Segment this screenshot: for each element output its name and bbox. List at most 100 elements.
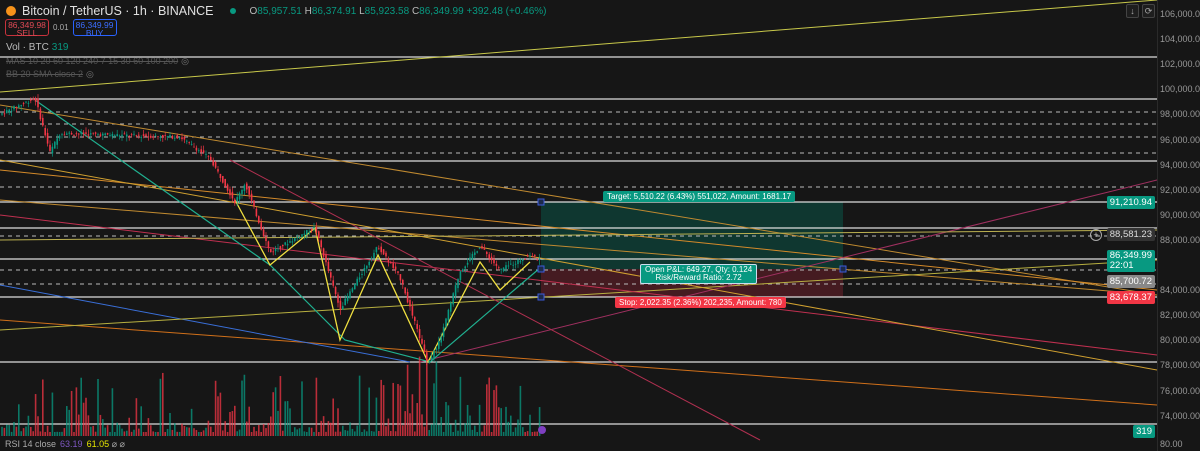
candle bbox=[289, 241, 291, 243]
candle bbox=[226, 184, 229, 191]
candle bbox=[58, 135, 61, 139]
volume-bar bbox=[363, 429, 366, 436]
volume-bar bbox=[1, 426, 3, 436]
price-chart[interactable] bbox=[0, 0, 1157, 451]
volume-bar bbox=[315, 377, 318, 436]
volume-bar bbox=[375, 397, 378, 436]
bar-countdown: 22:01 bbox=[1109, 260, 1134, 271]
volume-bar bbox=[142, 431, 145, 436]
reset-icon[interactable]: ⟳ bbox=[1142, 4, 1155, 18]
candle bbox=[90, 133, 92, 135]
candle bbox=[361, 274, 363, 275]
sell-price: 86,349.98 bbox=[8, 20, 46, 30]
hidden-eye-icon[interactable]: ◎ bbox=[181, 56, 190, 66]
bb-legend[interactable]: BB 20 SMA close 2 ◎ bbox=[6, 69, 94, 80]
candle bbox=[164, 135, 166, 136]
volume-bar bbox=[166, 428, 169, 436]
candle bbox=[190, 144, 193, 145]
sell-button[interactable]: 86,349.98 SELL bbox=[5, 19, 49, 37]
candle bbox=[205, 153, 207, 155]
candle bbox=[248, 187, 250, 195]
volume-bar bbox=[27, 415, 30, 436]
rsi-legend[interactable]: RSI 14 close 63.19 61.05 ⌀ ⌀ bbox=[5, 439, 125, 450]
hidden-eye-icon[interactable]: ◎ bbox=[86, 69, 94, 79]
candle bbox=[351, 288, 354, 292]
candle bbox=[46, 132, 49, 144]
volume-bar bbox=[186, 427, 188, 436]
volume-bar bbox=[169, 413, 171, 436]
volume-bar bbox=[90, 426, 92, 436]
candle bbox=[85, 132, 87, 134]
volume-bar bbox=[382, 385, 385, 436]
candle bbox=[171, 135, 174, 139]
rsi-axis-tick: 80.00 bbox=[1160, 439, 1183, 449]
price-axis[interactable] bbox=[1157, 0, 1200, 451]
volume-bar bbox=[380, 379, 382, 436]
candle bbox=[51, 146, 54, 154]
candle bbox=[368, 261, 370, 266]
price-tick: 92,000.00 bbox=[1160, 184, 1200, 195]
volume-bar bbox=[526, 431, 529, 436]
volume-bar bbox=[121, 428, 123, 436]
candle bbox=[217, 169, 219, 172]
candle bbox=[1, 113, 3, 115]
ma-legend[interactable]: MAS 10 20 60 120 240 7 15 30 60 100 200 ◎ bbox=[6, 56, 189, 67]
candle bbox=[495, 263, 498, 266]
candle bbox=[279, 246, 282, 249]
volume-bar bbox=[301, 381, 303, 436]
candle bbox=[397, 271, 399, 273]
candle bbox=[531, 256, 534, 258]
scroll-to-latest-icon[interactable]: ↓ bbox=[1126, 4, 1139, 18]
candle bbox=[255, 208, 258, 217]
candle bbox=[128, 135, 130, 137]
candle bbox=[63, 134, 66, 136]
rsi-settings-icon[interactable]: ⌀ ⌀ bbox=[111, 439, 125, 449]
candle bbox=[37, 98, 39, 108]
volume-bar bbox=[531, 431, 534, 436]
candle bbox=[106, 133, 109, 135]
price-tick: 76,000.00 bbox=[1160, 385, 1200, 396]
candle bbox=[20, 105, 22, 107]
volume-bar bbox=[356, 425, 358, 436]
candle bbox=[222, 176, 224, 183]
volume-bar bbox=[310, 427, 313, 436]
candle bbox=[322, 248, 325, 257]
pnl-label[interactable]: Open P&L: 649.27, Qty: 0.124 Risk/Reward … bbox=[640, 264, 758, 284]
candle bbox=[135, 135, 138, 137]
candle bbox=[450, 302, 452, 312]
position-handle bbox=[839, 265, 847, 273]
candle bbox=[522, 259, 524, 261]
candle bbox=[214, 162, 217, 168]
target-label[interactable]: Target: 5,510.22 (6.43%) 551,022, Amount… bbox=[603, 191, 796, 202]
volume-bar bbox=[366, 431, 368, 436]
low-value: 85,923.58 bbox=[364, 5, 410, 17]
trend-line bbox=[229, 159, 761, 441]
price-tick: 96,000.00 bbox=[1160, 134, 1200, 145]
volume-bar bbox=[507, 421, 510, 436]
candle bbox=[435, 348, 438, 350]
buy-button[interactable]: 86,349.99 BUY bbox=[72, 19, 117, 37]
volume-bar bbox=[373, 431, 375, 436]
volume-bar bbox=[3, 427, 6, 436]
volume-bar bbox=[44, 431, 46, 436]
price-tick: 90,000.00 bbox=[1160, 209, 1200, 220]
add-alert-icon[interactable]: + bbox=[1090, 229, 1102, 241]
volume-bar bbox=[109, 431, 111, 436]
volume-bar bbox=[406, 364, 409, 436]
candle bbox=[303, 233, 306, 236]
candle bbox=[308, 232, 310, 233]
symbol-title[interactable]: Bitcoin / TetherUS · 1h · BINANCE bbox=[22, 4, 214, 18]
stop-label[interactable]: Stop: 2,022.35 (2.36%) 202,235, Amount: … bbox=[615, 297, 786, 308]
candle bbox=[66, 133, 68, 135]
volume-bar bbox=[514, 427, 517, 436]
volume-bar bbox=[483, 425, 486, 436]
volume-bar bbox=[13, 422, 15, 436]
volume-bar bbox=[54, 431, 56, 436]
volume-bar bbox=[138, 428, 140, 436]
candle bbox=[212, 160, 214, 166]
candle bbox=[138, 134, 140, 136]
volume-bar bbox=[116, 422, 118, 436]
candle bbox=[118, 135, 121, 137]
volume-legend[interactable]: Vol · BTC 319 bbox=[6, 42, 68, 53]
volume-bar bbox=[279, 376, 282, 436]
